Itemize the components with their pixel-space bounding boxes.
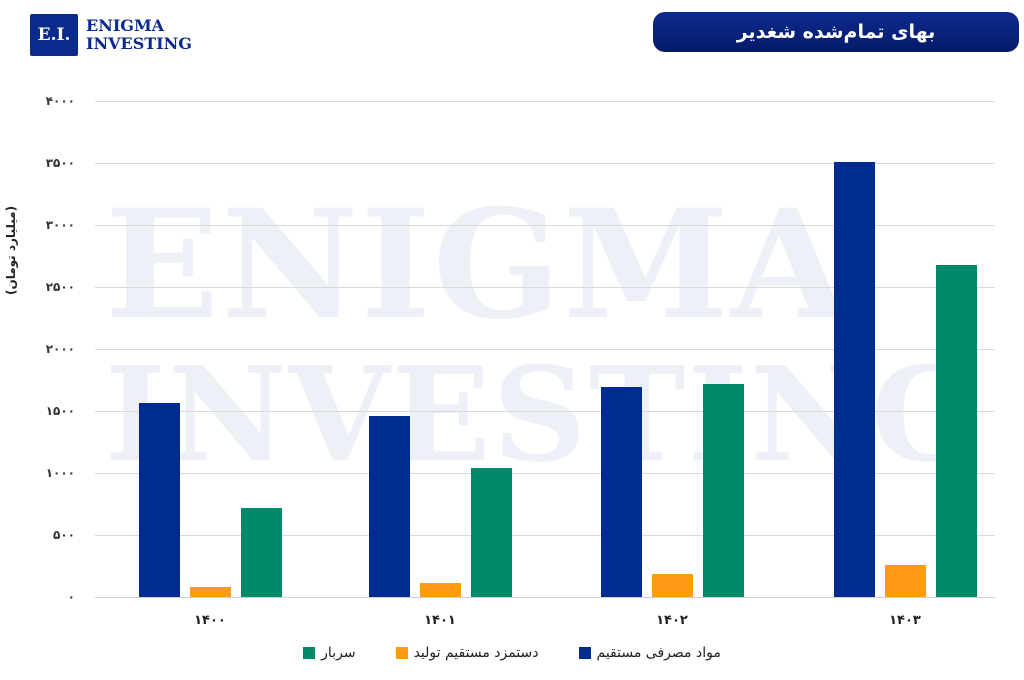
y-tick-label: ۴۰۰۰ [45, 94, 75, 108]
bar [936, 264, 977, 597]
gridline [95, 163, 995, 164]
legend-item: دستمزد مستقیم تولید [395, 645, 539, 661]
y-tick-label: ۳۰۰۰ [45, 218, 75, 232]
logo-line2: INVESTING [86, 34, 192, 53]
gridline [95, 473, 995, 474]
bar [420, 583, 461, 597]
bar [601, 386, 642, 597]
legend-label: سربار [321, 645, 356, 661]
x-tick-label: ۱۴۰۲ [656, 613, 688, 628]
legend-swatch-icon [303, 647, 316, 659]
y-tick-label: ۲۵۰۰ [45, 280, 75, 294]
gridline [95, 349, 995, 350]
bar [369, 415, 410, 597]
bar [471, 468, 512, 597]
gridline [95, 225, 995, 226]
gridline [95, 101, 995, 102]
bar [190, 587, 231, 597]
legend-swatch-icon [395, 647, 408, 659]
bar [139, 402, 180, 597]
legend-label: دستمزد مستقیم تولید [413, 645, 539, 661]
bar [885, 564, 926, 597]
legend-label: مواد مصرفی مستقیم [596, 645, 721, 661]
logo-mark: E.I. [30, 14, 78, 56]
bar [241, 508, 282, 597]
y-tick-label: ۱۰۰۰ [45, 466, 75, 480]
y-tick-label: ۵۰۰ [53, 528, 75, 542]
enigma-logo: E.I. ENIGMA INVESTING [30, 14, 192, 56]
gridline [95, 411, 995, 412]
bar [652, 574, 693, 597]
chart-title: بهای تمام‌شده شغدیر [653, 12, 1019, 52]
legend-item: سربار [303, 645, 356, 661]
y-tick-label: ۰ [67, 590, 75, 604]
legend: مواد مصرفی مستقیم دستمزد مستقیم تولید سربا… [0, 645, 1024, 661]
gridline [95, 287, 995, 288]
logo-wordmark: ENIGMA INVESTING [86, 17, 192, 53]
gridline [95, 597, 995, 598]
gridline [95, 535, 995, 536]
legend-swatch-icon [578, 647, 591, 659]
x-tick-label: ۱۴۰۱ [424, 613, 456, 628]
bar [834, 161, 875, 597]
y-tick-label: ۱۵۰۰ [45, 404, 75, 418]
y-tick-label: ۳۵۰۰ [45, 156, 75, 170]
x-tick-label: ۱۴۰۳ [889, 613, 921, 628]
plot-area: ۱۴۰۰ ۱۴۰۱ ۱۴۰۲ ۱۴۰۳ [95, 101, 995, 628]
x-tick-label: ۱۴۰۰ [194, 613, 226, 628]
watermark-line1: ENIGMA [105, 177, 850, 353]
logo-line1: ENIGMA [86, 16, 165, 35]
bar [703, 383, 744, 597]
legend-item: مواد مصرفی مستقیم [578, 645, 721, 661]
y-tick-label: ۲۰۰۰ [45, 342, 75, 356]
